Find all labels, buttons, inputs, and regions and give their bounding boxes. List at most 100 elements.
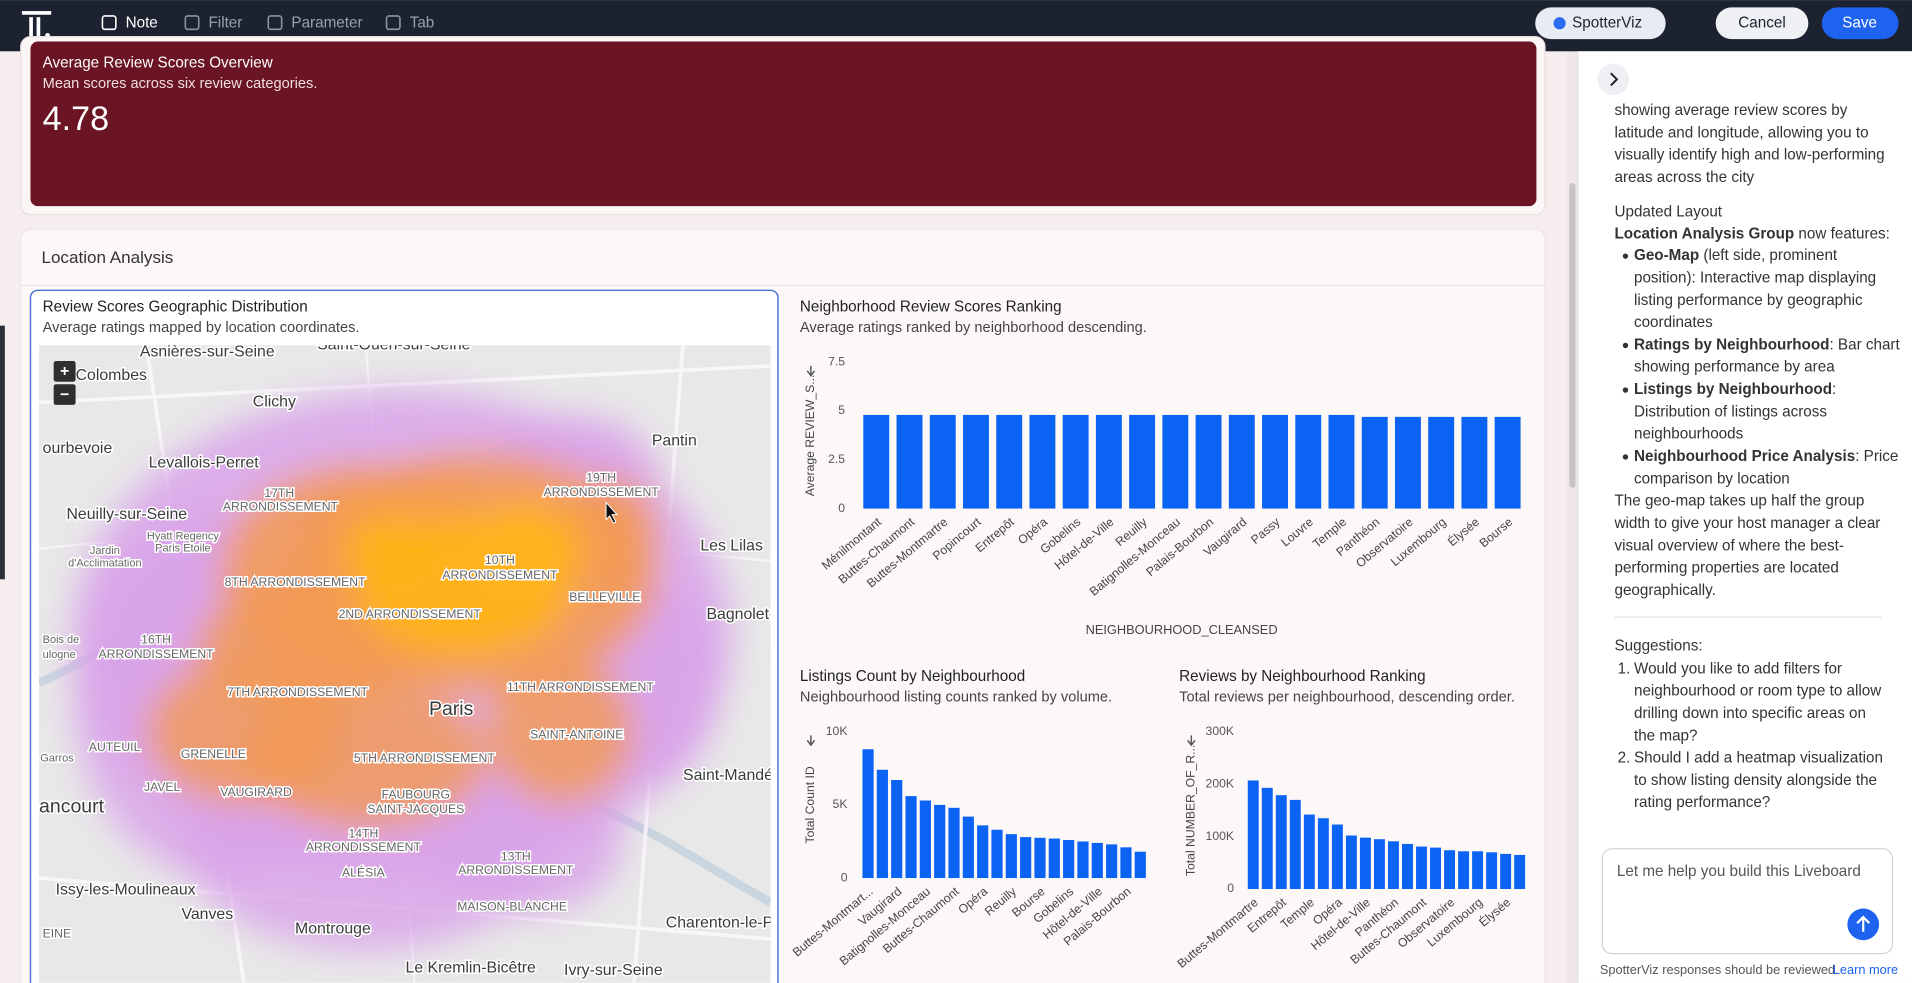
map-label: SAINT-JACQUES bbox=[367, 802, 464, 816]
panel-text: visual overview of where the best- bbox=[1614, 537, 1843, 554]
toolbar-label[interactable]: Note bbox=[126, 14, 158, 31]
map-label: Neuilly-sur-Seine bbox=[66, 506, 187, 523]
map-label: 19TH bbox=[586, 470, 616, 484]
suggestion-text: to show listing density alongside the bbox=[1634, 772, 1877, 789]
bar bbox=[1486, 852, 1498, 890]
zoom-button-bg[interactable] bbox=[53, 384, 76, 405]
chat-input-placeholder[interactable]: Let me help you build this Liveboard bbox=[1617, 863, 1861, 880]
map-label: Colombes bbox=[76, 367, 147, 384]
toolbar-button[interactable]: Parameter bbox=[267, 14, 363, 31]
bar bbox=[1195, 414, 1222, 509]
section-title: Location Analysis bbox=[41, 248, 173, 267]
bold-text: Listings by Neighbourhood bbox=[1634, 381, 1832, 398]
bullet bbox=[1622, 387, 1629, 393]
suggestion-text: Would you like to add filters for bbox=[1634, 660, 1842, 677]
toolbar-label[interactable]: Filter bbox=[209, 14, 243, 31]
chat-input-box[interactable] bbox=[1601, 848, 1894, 955]
toolbar-button[interactable]: Tab bbox=[385, 14, 435, 31]
bar bbox=[1416, 846, 1427, 890]
map-label: EINE bbox=[43, 926, 71, 940]
logo-stem bbox=[29, 17, 33, 40]
map-label: Paris Etoile bbox=[155, 543, 210, 555]
zoom-button[interactable]: − bbox=[53, 384, 76, 405]
map-label: Vanves bbox=[181, 906, 233, 923]
panel-text: The geo-map takes up half the group bbox=[1614, 493, 1864, 510]
suggestions-title: Suggestions: bbox=[1614, 637, 1702, 654]
collapse-button-bg[interactable] bbox=[1597, 63, 1630, 96]
toolbar-button[interactable]: Note bbox=[101, 14, 158, 31]
text: listing performance by geographic bbox=[1634, 292, 1863, 309]
toolbar-label[interactable]: Parameter bbox=[291, 14, 362, 31]
learn-more-link[interactable]: Learn more bbox=[1833, 962, 1898, 977]
y-tick-label: 7.5 bbox=[828, 354, 845, 368]
map-label: 11TH ARRONDISSEMENT bbox=[507, 680, 654, 694]
text: coordinates bbox=[1634, 314, 1713, 331]
bar bbox=[919, 800, 931, 879]
zoom-button-label[interactable]: + bbox=[60, 363, 69, 380]
spotter-button-bg[interactable] bbox=[1535, 7, 1666, 40]
chat-input[interactable]: Let me help you build this Liveboard bbox=[1601, 848, 1894, 955]
collapse-button[interactable] bbox=[1597, 63, 1630, 96]
map-label: Clichy bbox=[253, 394, 296, 411]
send-button[interactable] bbox=[1847, 908, 1880, 941]
chart-subtitle: Average ratings ranked by neighborhood d… bbox=[800, 320, 1147, 336]
zoom-button-bg[interactable] bbox=[53, 361, 76, 382]
save-button[interactable]: Save bbox=[1821, 7, 1899, 40]
bar bbox=[1402, 843, 1413, 890]
cancel-button-label[interactable]: Cancel bbox=[1738, 14, 1785, 31]
toolbar-icon bbox=[101, 15, 117, 31]
bar bbox=[1387, 841, 1399, 890]
heat-blob bbox=[487, 658, 635, 805]
map-label: Garros bbox=[40, 752, 74, 764]
panel-text: geographically. bbox=[1614, 582, 1715, 599]
bar bbox=[1461, 416, 1488, 509]
bold-text: Geo-Map bbox=[1634, 247, 1699, 264]
bar bbox=[1444, 850, 1456, 890]
disclaimer: SpotterViz responses should be reviewed. bbox=[1600, 962, 1839, 977]
bar bbox=[1005, 834, 1017, 879]
map-label: Bagnolet bbox=[706, 606, 769, 623]
panel-text: coordinates bbox=[1634, 314, 1713, 331]
bullet bbox=[1622, 342, 1629, 349]
map-label: FAUBOURG bbox=[382, 787, 450, 801]
left-edge-tab bbox=[0, 325, 5, 580]
bar bbox=[862, 749, 874, 879]
map-label: GRENELLE bbox=[181, 747, 246, 761]
map-label: ALÉSIA bbox=[342, 864, 386, 879]
suggestion-text: neighbourhood or room type to allow bbox=[1634, 683, 1882, 700]
bar bbox=[1091, 842, 1103, 879]
map-label: ulogne bbox=[43, 649, 76, 661]
logo-bar bbox=[21, 11, 52, 15]
save-button-bg[interactable] bbox=[1821, 7, 1899, 40]
cancel-button-bg[interactable] bbox=[1715, 7, 1809, 40]
sort-icon bbox=[1187, 735, 1196, 747]
bar bbox=[905, 796, 917, 879]
map-label: Le Kremlin-Bicêtre bbox=[406, 959, 537, 976]
map-label: Issy-les-Moulineaux bbox=[56, 881, 196, 898]
mouse-cursor bbox=[605, 501, 619, 524]
send-arrow bbox=[1856, 915, 1871, 932]
panel-text: performing properties are located bbox=[1614, 560, 1838, 577]
spotter-button-label[interactable]: SpotterViz bbox=[1572, 14, 1642, 31]
bold-text: Neighbourhood Price Analysis bbox=[1634, 448, 1855, 465]
bar bbox=[1029, 414, 1056, 509]
toolbar-button[interactable]: Filter bbox=[184, 14, 243, 31]
spotter-button[interactable]: SpotterViz bbox=[1535, 7, 1666, 40]
panel-text: showing performance by area bbox=[1634, 359, 1835, 376]
sort-icon bbox=[806, 365, 816, 377]
panel-text: Ratings by Neighbourhood: Bar chart bbox=[1634, 336, 1901, 353]
toolbar-label[interactable]: Tab bbox=[410, 14, 435, 31]
map-label: Saint-Ouen-sur-Seine bbox=[317, 336, 470, 353]
zoom-button[interactable]: + bbox=[53, 361, 76, 382]
map[interactable]: Asnières-sur-Seine Saint-Ouen-sur-Seine Co… bbox=[39, 336, 773, 983]
cancel-button[interactable]: Cancel bbox=[1715, 7, 1809, 40]
zoom-button-label[interactable]: − bbox=[60, 386, 69, 403]
list-marker: 1. bbox=[1618, 660, 1631, 677]
chart-title: Reviews by Neighbourhood Ranking bbox=[1179, 668, 1425, 685]
map-label: AUTEUIL bbox=[89, 740, 141, 754]
map-label: JAVEL bbox=[144, 780, 181, 794]
bar bbox=[1275, 795, 1287, 890]
save-button-label[interactable]: Save bbox=[1842, 14, 1877, 31]
bar bbox=[1063, 840, 1075, 879]
